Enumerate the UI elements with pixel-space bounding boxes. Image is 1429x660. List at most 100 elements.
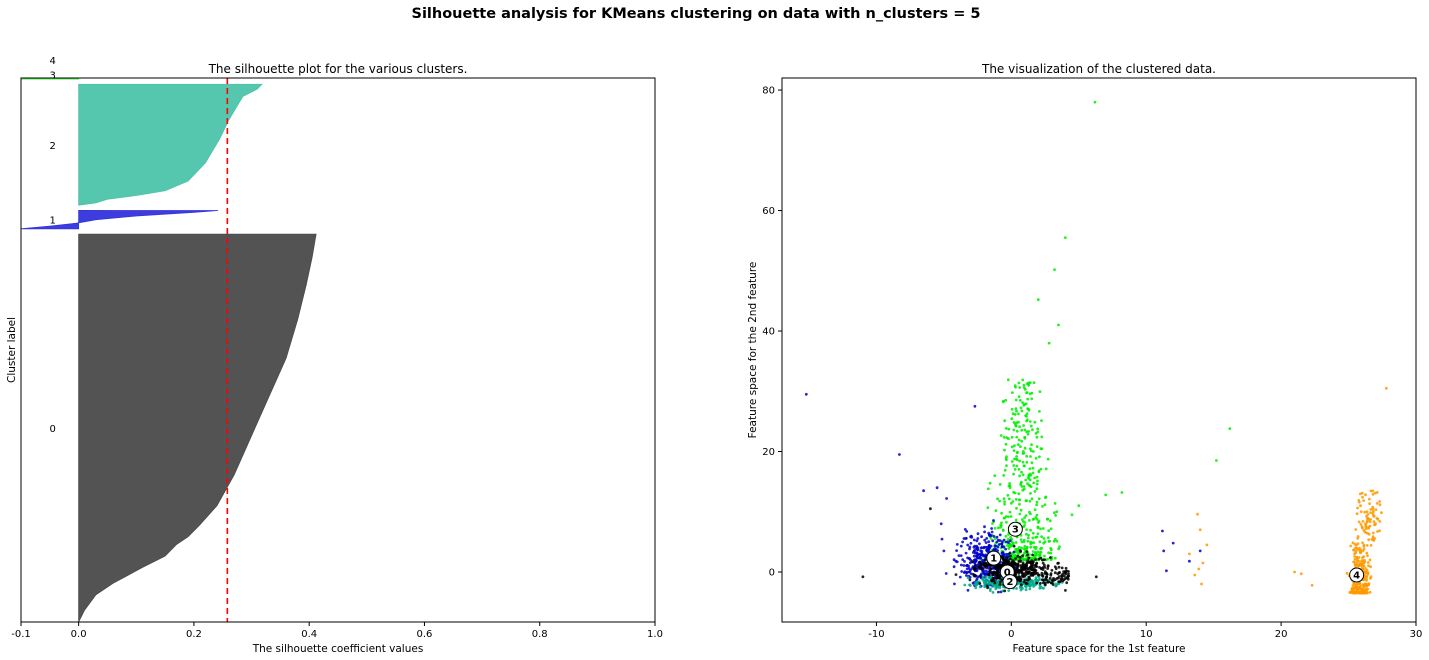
data-point-cluster-3 [1044, 467, 1048, 471]
data-point-cluster-0 [1035, 565, 1039, 568]
data-point-cluster-3 [1019, 508, 1023, 512]
data-point-cluster-4 [1360, 559, 1364, 563]
data-point-cluster-3 [1028, 510, 1031, 514]
data-point-cluster-0 [1094, 575, 1098, 579]
data-point-cluster-3 [1020, 439, 1024, 443]
data-point-cluster-4 [1355, 562, 1359, 565]
data-point-cluster-3 [1029, 424, 1033, 428]
x-tick-label: 0.0 [71, 629, 87, 640]
data-point-cluster-3 [1057, 323, 1060, 327]
silhouette-plot-frame [20, 77, 656, 623]
data-point-cluster-3 [1104, 493, 1108, 497]
data-point-cluster-4 [1363, 530, 1367, 533]
y-tick-label: 0 [769, 567, 775, 578]
data-point-cluster-1 [962, 564, 966, 567]
data-point-cluster-3 [1005, 436, 1009, 439]
x-tick-label: 20 [1275, 629, 1288, 640]
data-point-cluster-0 [1021, 554, 1025, 557]
data-point-cluster-3 [1027, 408, 1031, 412]
data-point-cluster-3 [1002, 474, 1006, 477]
data-point-cluster-4 [1293, 570, 1296, 574]
data-point-cluster-1 [997, 543, 1001, 546]
data-point-cluster-3 [1003, 500, 1006, 503]
data-point-cluster-3 [1001, 529, 1005, 532]
data-point-cluster-4 [1349, 544, 1353, 548]
data-point-cluster-3 [1036, 430, 1040, 434]
data-point-cluster-0 [1057, 565, 1061, 569]
data-point-cluster-3 [991, 522, 994, 525]
data-point-cluster-2 [998, 586, 1002, 590]
data-point-cluster-0 [1023, 578, 1026, 582]
data-point-cluster-0 [978, 582, 982, 585]
data-point-cluster-4 [1367, 497, 1371, 501]
data-point-cluster-3 [1040, 535, 1043, 539]
data-point-cluster-4 [1362, 543, 1366, 547]
data-point-cluster-3 [1013, 413, 1017, 416]
data-point-cluster-3 [1016, 443, 1020, 447]
data-point-cluster-3 [1055, 510, 1059, 513]
data-point-cluster-2 [1038, 586, 1042, 590]
data-point-cluster-3 [1031, 466, 1035, 470]
data-point-cluster-0 [978, 574, 982, 578]
data-point-cluster-4 [1366, 513, 1370, 516]
data-point-cluster-0 [1026, 553, 1029, 557]
data-point-cluster-3 [1034, 536, 1038, 539]
data-point-cluster-4 [1357, 500, 1361, 504]
data-point-cluster-3 [1028, 381, 1032, 384]
data-point-cluster-1 [998, 533, 1002, 537]
data-point-cluster-1 [1012, 550, 1016, 554]
data-point-cluster-3 [1002, 497, 1006, 500]
data-point-cluster-0 [1064, 566, 1068, 570]
data-point-cluster-3 [1021, 401, 1024, 404]
data-point-cluster-4 [1375, 502, 1379, 505]
data-point-cluster-0 [993, 570, 997, 574]
data-point-cluster-1 [1007, 541, 1010, 544]
data-point-cluster-4 [1366, 587, 1370, 591]
data-point-cluster-4 [1357, 548, 1361, 552]
data-point-cluster-0 [1051, 583, 1055, 586]
data-point-cluster-4 [1371, 489, 1375, 493]
data-point-cluster-2 [1028, 587, 1032, 591]
data-point-cluster-3 [1036, 532, 1040, 536]
data-point-cluster-3 [1038, 540, 1042, 544]
data-point-cluster-0 [1033, 569, 1037, 572]
data-point-cluster-3 [1025, 460, 1029, 464]
data-point-cluster-4 [1371, 507, 1375, 511]
cluster-center-label: 1 [990, 554, 997, 565]
data-point-cluster-1 [957, 554, 961, 557]
cluster-center-marker [1349, 567, 1365, 583]
data-point-cluster-3 [1053, 502, 1057, 505]
data-point-cluster-0 [968, 578, 972, 582]
data-point-cluster-3 [998, 483, 1002, 486]
data-point-cluster-0 [1041, 561, 1045, 565]
data-point-cluster-0 [991, 572, 994, 576]
data-point-cluster-4 [1357, 588, 1360, 592]
data-point-cluster-0 [971, 560, 974, 564]
y-tick-label: 20 [762, 447, 775, 458]
data-point-cluster-0 [1043, 563, 1046, 567]
data-point-cluster-4 [1198, 528, 1202, 532]
data-point-cluster-3 [1041, 527, 1045, 530]
data-point-cluster-3 [1022, 424, 1025, 427]
data-point-cluster-3 [1000, 521, 1003, 525]
data-point-cluster-3 [1046, 536, 1050, 540]
data-point-cluster-2 [984, 582, 988, 585]
data-point-cluster-1 [981, 558, 985, 562]
data-point-cluster-3 [1040, 419, 1043, 422]
data-point-cluster-3 [1018, 399, 1022, 402]
data-point-cluster-3 [1037, 469, 1041, 473]
data-point-cluster-3 [1009, 535, 1012, 539]
data-point-cluster-3 [1029, 455, 1032, 458]
data-point-cluster-0 [1024, 569, 1028, 573]
data-point-cluster-3 [1025, 391, 1028, 395]
data-point-cluster-4 [1364, 525, 1368, 529]
data-point-cluster-0 [1023, 567, 1027, 571]
data-point-cluster-1 [983, 530, 986, 534]
data-point-cluster-3 [1035, 475, 1039, 479]
data-point-cluster-4 [1365, 590, 1369, 594]
data-point-cluster-0 [974, 564, 978, 567]
data-point-cluster-0 [1016, 564, 1020, 568]
data-point-cluster-0 [1001, 557, 1005, 561]
data-point-cluster-2 [968, 583, 971, 587]
x-tick-label: 0.4 [301, 629, 317, 640]
